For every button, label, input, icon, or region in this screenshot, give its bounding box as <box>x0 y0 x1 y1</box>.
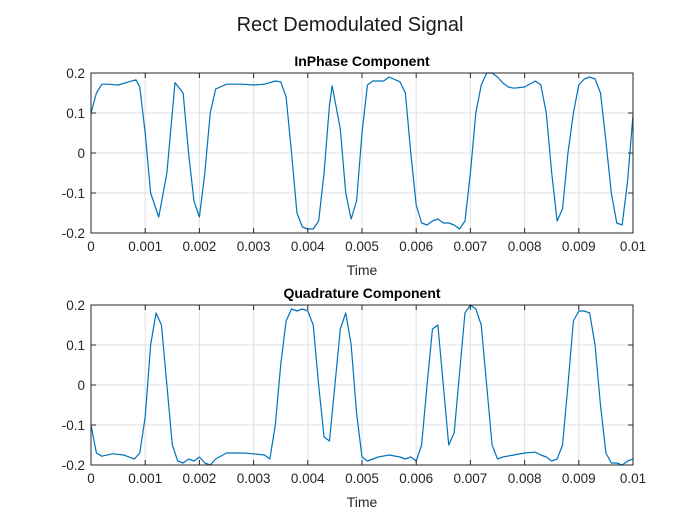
inphase-xtick-label: 0.003 <box>237 239 271 254</box>
quadrature-axes-title: Quadrature Component <box>283 285 440 301</box>
quadrature-xtick-label: 0.008 <box>508 471 542 486</box>
inphase-axes: 0 0.001 0.002 0.003 0.004 0.005 0.006 0.007 0.00… <box>62 53 646 278</box>
inphase-ytick-label: 0.2 <box>66 66 85 81</box>
inphase-xtick-label: 0 <box>87 239 95 254</box>
inphase-xtick-label: 0.009 <box>562 239 596 254</box>
inphase-series-line <box>91 72 633 230</box>
inphase-xtick-label: 0.004 <box>291 239 325 254</box>
quadrature-xtick-label: 0.001 <box>128 471 162 486</box>
quadrature-xtick-label: 0.002 <box>183 471 217 486</box>
quadrature-xtick-label: 0.004 <box>291 471 325 486</box>
quadrature-ytick-label: -0.2 <box>62 458 85 473</box>
quadrature-ytick-label: 0.2 <box>66 298 85 313</box>
inphase-xtick-label: 0.007 <box>454 239 488 254</box>
inphase-ytick-label: 0 <box>77 146 85 161</box>
inphase-ytick-label: -0.2 <box>62 226 85 241</box>
quadrature-xlabel: Time <box>347 494 378 510</box>
quadrature-ytick-label: 0 <box>77 378 85 393</box>
inphase-xlabel: Time <box>347 262 378 278</box>
quadrature-xtick-label: 0.01 <box>620 471 646 486</box>
quadrature-series-line <box>91 304 633 466</box>
quadrature-xtick-label: 0.006 <box>399 471 433 486</box>
inphase-xtick-label: 0.002 <box>183 239 217 254</box>
inphase-ytick-label: -0.1 <box>62 186 85 201</box>
quadrature-xtick-label: 0.003 <box>237 471 271 486</box>
inphase-xtick-label: 0.01 <box>620 239 646 254</box>
quadrature-xtick-label: 0.009 <box>562 471 596 486</box>
inphase-axes-title: InPhase Component <box>294 53 430 69</box>
quadrature-xtick-label: 0.005 <box>345 471 379 486</box>
quadrature-ytick-label: -0.1 <box>62 418 85 433</box>
figure-title: Rect Demodulated Signal <box>237 14 464 36</box>
inphase-xtick-label: 0.008 <box>508 239 542 254</box>
quadrature-xtick-label: 0 <box>87 471 95 486</box>
inphase-ytick-label: 0.1 <box>66 106 85 121</box>
quadrature-ytick-label: 0.1 <box>66 338 85 353</box>
inphase-xtick-label: 0.006 <box>399 239 433 254</box>
quadrature-axes: 0 0.001 0.002 0.003 0.004 0.005 0.006 0.007 0.00… <box>62 285 646 510</box>
inphase-xtick-label: 0.001 <box>128 239 162 254</box>
quadrature-xtick-label: 0.007 <box>454 471 488 486</box>
inphase-xtick-label: 0.005 <box>345 239 379 254</box>
